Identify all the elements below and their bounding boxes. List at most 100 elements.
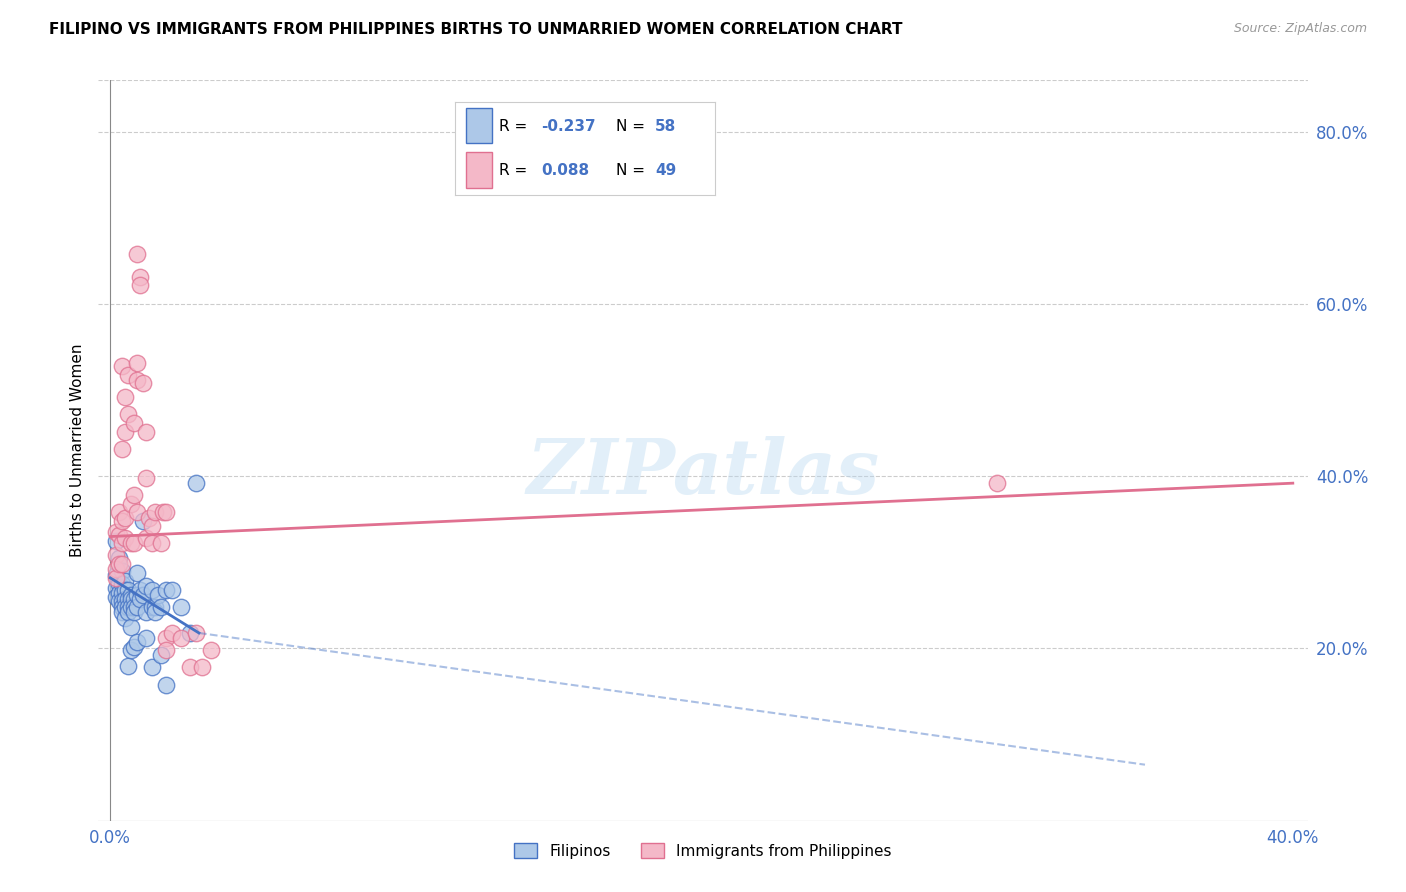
Point <box>105 525 128 540</box>
Point <box>105 568 128 582</box>
Point <box>114 574 136 589</box>
Point <box>141 519 163 533</box>
Point <box>122 640 145 654</box>
Point <box>125 600 148 615</box>
Point <box>111 605 134 619</box>
Point <box>114 510 136 524</box>
Point <box>141 536 163 550</box>
Point <box>125 373 148 387</box>
Point <box>117 605 139 619</box>
Point <box>149 536 172 550</box>
Point <box>986 476 1008 491</box>
Point <box>155 678 177 692</box>
Point <box>128 591 150 606</box>
Point <box>135 531 157 545</box>
Point <box>108 577 131 591</box>
Point <box>184 476 207 491</box>
Point <box>111 564 134 578</box>
Point <box>108 505 131 519</box>
Point <box>155 505 177 519</box>
Point <box>108 528 131 542</box>
Point <box>122 416 145 430</box>
Point <box>105 581 128 595</box>
Point <box>111 600 134 615</box>
Point <box>149 648 172 663</box>
Point <box>125 356 148 370</box>
Point <box>111 577 134 591</box>
Point <box>117 591 139 606</box>
Point <box>114 611 136 625</box>
Point <box>114 582 136 597</box>
Point <box>135 631 157 645</box>
Point <box>120 588 142 602</box>
Point <box>120 536 142 550</box>
Point <box>125 588 148 602</box>
Point <box>135 605 157 619</box>
Point <box>108 594 131 608</box>
Point <box>149 600 172 615</box>
Point <box>108 557 131 571</box>
Point <box>120 591 142 606</box>
Point <box>105 590 128 604</box>
Text: FILIPINO VS IMMIGRANTS FROM PHILIPPINES BIRTHS TO UNMARRIED WOMEN CORRELATION CH: FILIPINO VS IMMIGRANTS FROM PHILIPPINES … <box>49 22 903 37</box>
Point <box>191 660 214 674</box>
Point <box>128 269 150 284</box>
Point <box>111 536 134 550</box>
Point <box>111 585 134 599</box>
Point <box>141 660 163 674</box>
Point <box>125 634 148 648</box>
Point <box>170 631 193 645</box>
Point <box>122 605 145 619</box>
Point <box>114 591 136 606</box>
Point <box>122 600 145 615</box>
Point <box>155 582 177 597</box>
Point <box>132 588 155 602</box>
Point <box>117 407 139 421</box>
Point <box>170 600 193 615</box>
Point <box>162 626 184 640</box>
Point <box>111 514 134 528</box>
Point <box>125 247 148 261</box>
Point <box>120 643 142 657</box>
Point <box>135 579 157 593</box>
Point <box>184 626 207 640</box>
Point <box>105 533 128 548</box>
Point <box>105 549 128 563</box>
Point <box>114 531 136 545</box>
Point <box>132 514 155 528</box>
Point <box>122 488 145 502</box>
Point <box>132 376 155 391</box>
Point <box>128 582 150 597</box>
Point <box>122 536 145 550</box>
Point <box>135 471 157 485</box>
Point <box>105 571 128 585</box>
Point <box>155 643 177 657</box>
Point <box>141 582 163 597</box>
Y-axis label: Births to Unmarried Women: Births to Unmarried Women <box>69 343 84 558</box>
Point <box>162 582 184 597</box>
Point <box>111 557 134 571</box>
Point <box>120 620 142 634</box>
Point <box>108 551 131 566</box>
Point <box>117 658 139 673</box>
Legend: Filipinos, Immigrants from Philippines: Filipinos, Immigrants from Philippines <box>508 837 898 865</box>
Point <box>120 497 142 511</box>
Point <box>117 582 139 597</box>
Point <box>114 600 136 615</box>
Point <box>120 600 142 615</box>
Point <box>143 600 166 615</box>
Text: ZIPatlas: ZIPatlas <box>526 435 880 509</box>
Point <box>146 588 169 602</box>
Point <box>125 566 148 580</box>
Point <box>141 600 163 615</box>
Point <box>143 505 166 519</box>
Point <box>122 591 145 606</box>
Point <box>114 425 136 439</box>
Point <box>117 600 139 615</box>
Point <box>155 631 177 645</box>
Point <box>111 594 134 608</box>
Point <box>111 442 134 456</box>
Point <box>114 390 136 404</box>
Point <box>200 643 222 657</box>
Point <box>105 562 128 576</box>
